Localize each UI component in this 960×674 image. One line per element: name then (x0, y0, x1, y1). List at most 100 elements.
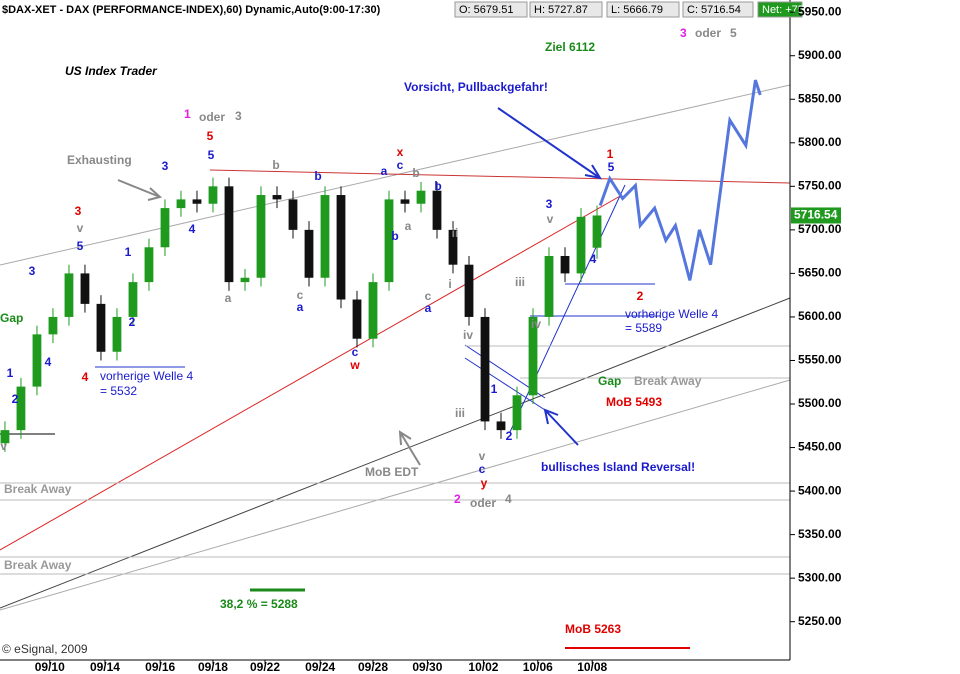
candle-body (176, 199, 186, 209)
wave-label: c (352, 345, 359, 359)
candle-body (416, 190, 426, 204)
annotation: vorherige Welle 4 (625, 307, 718, 321)
trend-lines (0, 84, 791, 649)
wave-label: w (349, 358, 360, 372)
wave-label: c (397, 158, 404, 172)
candle-body (432, 190, 442, 230)
x-tick-label: 09/14 (90, 660, 120, 674)
wave-label: 2 (506, 429, 513, 443)
wave-label: 3 (75, 204, 82, 218)
header-label: L: 5666.79 (611, 4, 663, 16)
wave-label: 5 (77, 239, 84, 253)
candle-body (560, 255, 570, 274)
y-tick-label: 5850.00 (798, 91, 842, 105)
chart-title: $DAX-XET - DAX (PERFORMANCE-INDEX),60) D… (2, 4, 381, 16)
channel-line (0, 297, 791, 609)
wave-label: 2 (12, 392, 19, 406)
wave-label: iv (463, 328, 473, 342)
annotation: 5 (730, 26, 737, 40)
candle-body (464, 264, 474, 317)
wave-label: v (479, 449, 486, 463)
candle-body (192, 199, 202, 204)
candle-body (80, 273, 90, 304)
annotation: oder (470, 496, 496, 510)
candle-body (352, 299, 362, 339)
wave-label: 3 (29, 264, 36, 278)
annotation: Vorsicht, Pullbackgefahr! (404, 80, 548, 94)
wave-label: iii (455, 406, 465, 420)
candle-body (544, 255, 554, 317)
wave-label: a (297, 300, 304, 314)
annotation: Break Away (4, 558, 72, 572)
candle-body (448, 229, 458, 265)
candle-body (128, 282, 138, 317)
x-tick-label: 10/02 (468, 660, 498, 674)
header-label: O: 5679.51 (459, 4, 513, 16)
blue-wedge-line (464, 357, 546, 411)
wave-label: b (314, 169, 321, 183)
candle-body (336, 195, 346, 300)
wave-label: b (412, 166, 419, 180)
annotation: Break Away (634, 374, 702, 388)
wave-label: 3 (162, 159, 169, 173)
y-tick-label: 5450.00 (798, 440, 842, 454)
annotation: bullisches Island Reversal! (541, 460, 695, 474)
annotation: Exhausting (67, 153, 132, 167)
annotation: oder (695, 26, 721, 40)
annotation: MoB EDT (365, 465, 419, 479)
candle-body (288, 199, 298, 230)
candle-body (528, 316, 538, 396)
candle-body (512, 395, 522, 431)
y-tick-label: 5750.00 (798, 179, 842, 193)
wave-label: a (425, 301, 432, 315)
wave-label: c (425, 289, 432, 303)
wave-label: 5 (207, 129, 214, 143)
candle-body (240, 277, 250, 283)
wave-label: x (397, 145, 404, 159)
wave-label: 4 (82, 370, 89, 384)
y-tick-label: 5500.00 (798, 396, 842, 410)
wave-label: a (405, 219, 412, 233)
candle-body (256, 195, 266, 278)
channel-line (0, 379, 791, 611)
last-price-label: 5716.54 (794, 208, 838, 222)
annotation: Gap (0, 311, 23, 325)
annotation: Ziel 6112 (545, 40, 595, 54)
candle-body (96, 303, 106, 352)
annotation: 38,2 % = 5288 (220, 597, 298, 611)
x-tick-label: 09/22 (250, 660, 280, 674)
candle-body (208, 186, 218, 204)
wave-label: c (479, 462, 486, 476)
y-tick-label: 5300.00 (798, 570, 842, 584)
wave-label: 4 (189, 222, 196, 236)
wave-label: c (297, 288, 304, 302)
y-tick-label: 5700.00 (798, 222, 842, 236)
wave-label: 3 (546, 197, 553, 211)
wave-label: b (391, 229, 398, 243)
wave-label: a (381, 164, 388, 178)
wave-label: 4 (45, 355, 52, 369)
wave-label: 1 (125, 245, 132, 259)
candle-body (0, 430, 10, 444)
x-tick-label: 09/18 (198, 660, 228, 674)
candle-body (160, 208, 170, 248)
arrow (117, 179, 163, 201)
candle-body (64, 273, 74, 317)
y-tick-label: 5900.00 (798, 48, 842, 62)
y-tick-label: 5250.00 (798, 614, 842, 628)
header-box (682, 1, 754, 18)
candle-body (368, 282, 378, 339)
header-box (529, 1, 603, 18)
x-tick-label: 10/08 (577, 660, 607, 674)
projection-line (598, 79, 762, 281)
candle-body (112, 316, 122, 352)
annotation: Break Away (4, 482, 72, 496)
annotation: oder (199, 110, 225, 124)
wave-label: 5 (208, 148, 215, 162)
x-tick-label: 10/06 (523, 660, 553, 674)
channel-line (0, 84, 791, 266)
wave-label: 4 (590, 252, 597, 266)
y-tick-label: 5950.00 (798, 4, 842, 18)
header-box (454, 1, 528, 18)
